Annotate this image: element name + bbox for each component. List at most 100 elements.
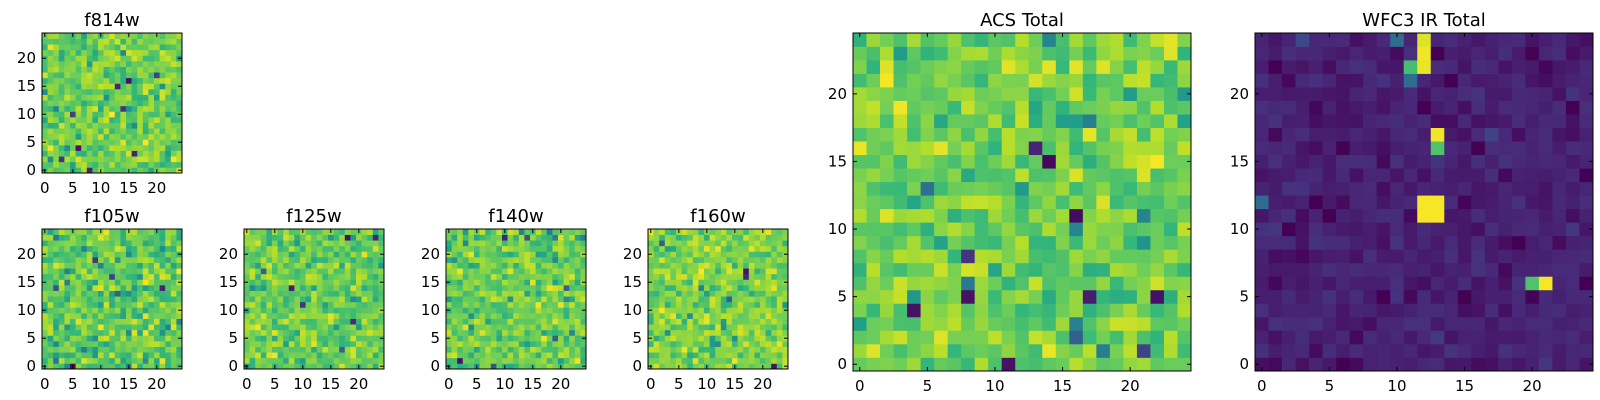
heatmap-cell [754, 262, 761, 269]
heatmap-cell [322, 318, 329, 325]
heatmap-cell [333, 335, 340, 342]
heatmap-cell [103, 352, 110, 359]
heatmap-cell [165, 100, 172, 107]
heatmap-cell [344, 251, 351, 258]
heatmap-cell [687, 290, 694, 297]
heatmap-cell [165, 240, 172, 247]
heatmap-cell [58, 273, 65, 280]
heatmap-cell [720, 324, 727, 331]
heatmap-cell [1552, 168, 1567, 183]
heatmap-cell [103, 139, 110, 146]
heatmap-cell [546, 335, 553, 342]
heatmap-cell [86, 133, 93, 140]
heatmap-cell [754, 335, 761, 342]
heatmap-cell [142, 324, 149, 331]
heatmap-cell [1028, 195, 1043, 210]
y-tick-label: 0 [228, 357, 238, 375]
x-tick-label: 5 [1325, 377, 1335, 395]
heatmap-cell [126, 357, 132, 364]
heatmap-cell [670, 352, 677, 359]
heatmap-cell [720, 285, 727, 291]
x-tick-label: 0 [1257, 377, 1267, 395]
heatmap-cell [1295, 357, 1310, 372]
heatmap-cell [64, 128, 71, 135]
heatmap-cell [81, 341, 88, 347]
heatmap-cell [732, 245, 738, 252]
heatmap-cell [154, 357, 160, 364]
heatmap-cell [1001, 154, 1016, 169]
heatmap-cell [53, 234, 60, 241]
heatmap-cell [1109, 222, 1124, 237]
heatmap-cell [670, 357, 677, 364]
heatmap-cell [961, 181, 976, 196]
heatmap-cell [154, 324, 160, 331]
heatmap-cell [546, 324, 553, 331]
heatmap-cell [98, 307, 104, 314]
heatmap-cell [1015, 289, 1030, 304]
heatmap-cell [148, 156, 155, 163]
heatmap-cell [58, 318, 65, 325]
heatmap-cell [1136, 222, 1151, 237]
heatmap-cell [154, 296, 160, 303]
x-tick-label: 15 [1455, 377, 1474, 395]
heatmap-cell [1430, 114, 1445, 128]
heatmap-cell [546, 257, 553, 263]
heatmap-cell [58, 133, 65, 140]
heatmap-cell [907, 289, 921, 304]
heatmap-cell [47, 301, 54, 308]
heatmap-cell [513, 245, 520, 252]
heatmap-cell [1457, 303, 1472, 318]
heatmap-cell [558, 313, 564, 319]
heatmap-cell [70, 66, 76, 73]
heatmap-cell [305, 341, 312, 347]
heatmap-cell [120, 117, 127, 123]
heatmap-cell [114, 89, 121, 95]
heatmap-cell [81, 66, 88, 73]
heatmap-cell [1457, 195, 1472, 210]
heatmap-cell [311, 234, 318, 241]
heatmap-cell [1082, 168, 1097, 183]
heatmap-cell [142, 150, 149, 157]
heatmap-cell [659, 245, 666, 252]
heatmap-cell [771, 329, 778, 336]
heatmap-cell [681, 285, 688, 291]
heatmap-cell [1123, 60, 1138, 74]
heatmap-cell [552, 234, 559, 241]
heatmap-cell [1565, 87, 1580, 101]
y-tick-label: 15 [1230, 152, 1249, 170]
heatmap-cell [670, 341, 677, 347]
heatmap-cell [732, 290, 738, 297]
heatmap-cell [137, 150, 144, 157]
heatmap-cell [126, 77, 132, 84]
heatmap-cell [1565, 289, 1580, 304]
heatmap-cell [1295, 208, 1310, 223]
heatmap-cell [137, 89, 144, 95]
heatmap-cell [771, 324, 778, 331]
heatmap-cell [670, 285, 677, 291]
heatmap-cell [170, 61, 177, 67]
heatmap-cell [754, 341, 761, 347]
heatmap-cell [947, 303, 962, 318]
heatmap-cell [1136, 249, 1151, 264]
heatmap-cell [75, 111, 82, 118]
heatmap-cell [42, 329, 48, 336]
heatmap-cell [47, 324, 54, 331]
heatmap-cell [165, 44, 172, 51]
heatmap-cell [137, 161, 144, 168]
heatmap-cell [1403, 330, 1418, 345]
heatmap-cell [75, 251, 82, 258]
heatmap-cell [1295, 303, 1310, 318]
heatmap-cell [563, 307, 570, 314]
heatmap-cell [732, 273, 738, 280]
heatmap-cell [92, 313, 99, 319]
heatmap-cell [1390, 114, 1405, 128]
heatmap-cell [893, 46, 908, 61]
heatmap-cell [131, 296, 138, 303]
heatmap-cell [103, 363, 110, 370]
heatmap-cell [159, 89, 166, 95]
heatmap-cell [148, 329, 155, 336]
heatmap-cell [1042, 168, 1057, 183]
heatmap-cell [131, 290, 138, 297]
heatmap-cell [277, 245, 284, 252]
heatmap-cell [1109, 154, 1124, 169]
